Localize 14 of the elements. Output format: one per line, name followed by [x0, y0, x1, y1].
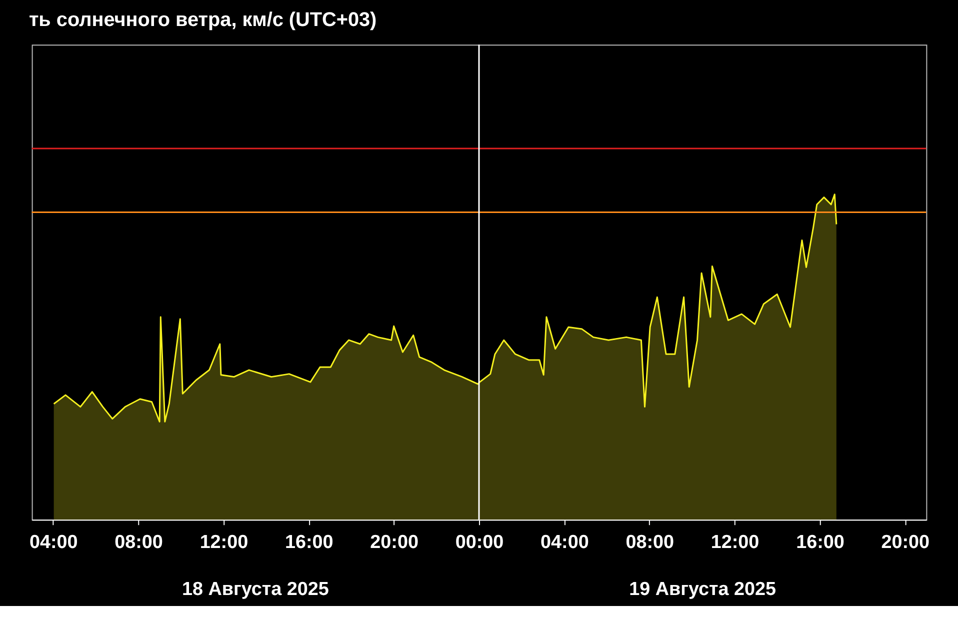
x-tick-label: 20:00	[370, 532, 418, 553]
x-tick-label: 04:00	[29, 532, 78, 553]
text: 19 Августа 2025	[629, 579, 776, 600]
chart-title: ть солнечного ветра, км/с (UTC+03)	[28, 8, 377, 31]
x-tick-label: 08:00	[114, 532, 163, 553]
text: 18 Августа 2025	[182, 579, 329, 600]
x-tick-label: 12:00	[710, 532, 760, 553]
x-tick-label: 12:00	[200, 532, 248, 553]
x-tick-label: 04:00	[540, 532, 589, 553]
x-tick-label: 08:00	[626, 532, 674, 553]
x-tick-label: 00:00	[455, 532, 504, 553]
x-tick-label: 16:00	[796, 532, 844, 553]
x-tick-label: 20:00	[881, 532, 930, 553]
x-tick-label: 16:00	[284, 532, 334, 553]
